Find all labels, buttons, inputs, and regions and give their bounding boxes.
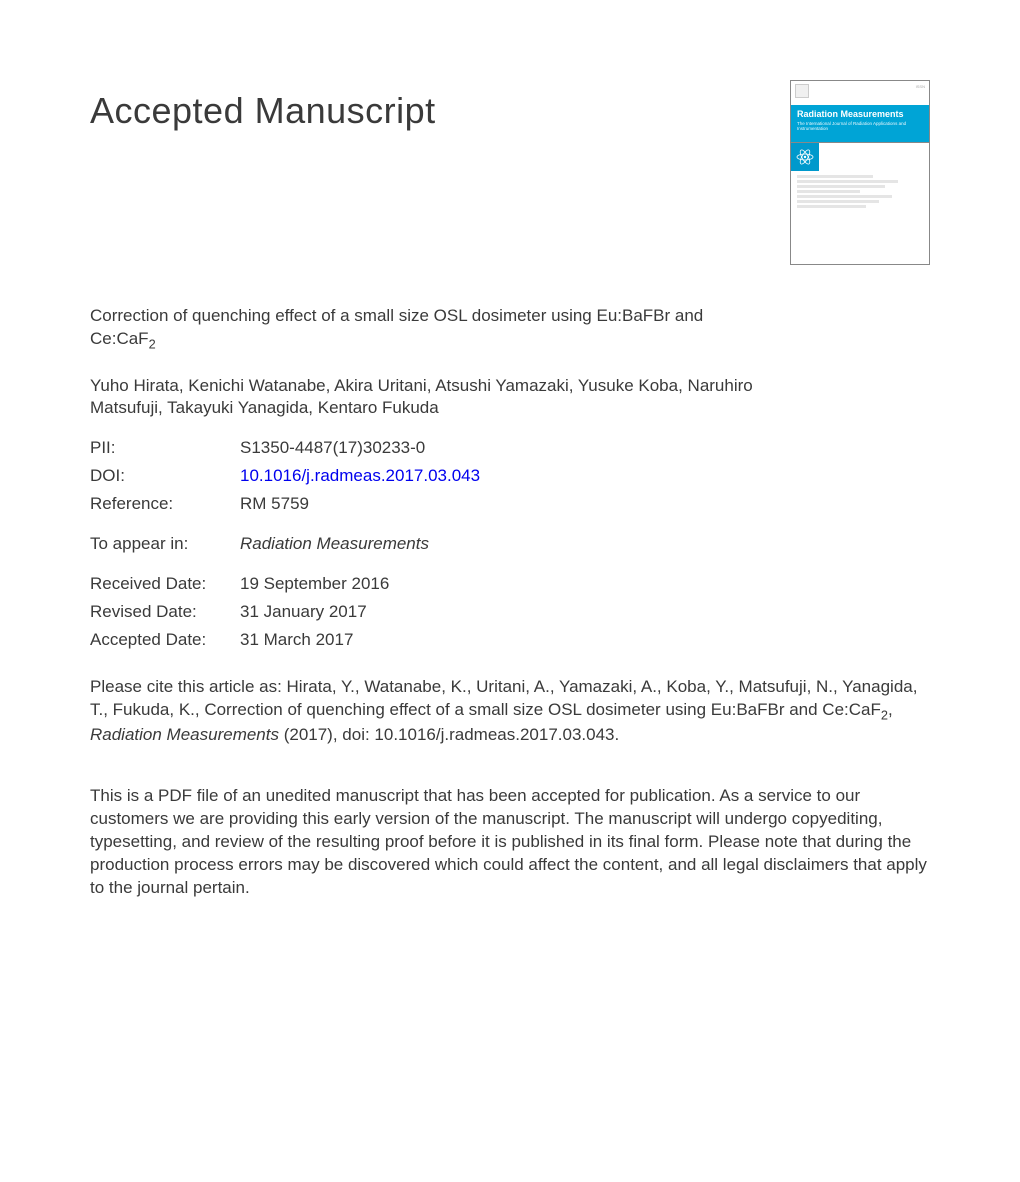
pii-label: PII: — [90, 438, 240, 458]
cover-journal-title: Radiation Measurements — [797, 109, 923, 119]
meta-row-doi: DOI: 10.1016/j.radmeas.2017.03.043 — [90, 466, 930, 486]
journal-cover-thumbnail: ISSN Radiation Measurements The Internat… — [790, 80, 930, 265]
meta-row-reference: Reference: RM 5759 — [90, 494, 930, 514]
publisher-logo-icon — [795, 84, 809, 98]
meta-row-appear: To appear in: Radiation Measurements — [90, 534, 930, 554]
appear-label: To appear in: — [90, 534, 240, 554]
page-heading: Accepted Manuscript — [90, 90, 436, 132]
citation-subscript: 2 — [881, 708, 888, 723]
cover-top-bar: ISSN — [791, 81, 929, 105]
metadata-table: PII: S1350-4487(17)30233-0 DOI: 10.1016/… — [90, 438, 930, 650]
pii-value: S1350-4487(17)30233-0 — [240, 438, 425, 458]
doi-label: DOI: — [90, 466, 240, 486]
cover-issn-placeholder: ISSN — [916, 84, 925, 89]
author-list: Yuho Hirata, Kenichi Watanabe, Akira Uri… — [90, 375, 770, 421]
accepted-label: Accepted Date: — [90, 630, 240, 650]
citation-journal: Radiation Measurements — [90, 725, 279, 744]
header-row: Accepted Manuscript ISSN Radiation Measu… — [90, 90, 930, 265]
received-label: Received Date: — [90, 574, 240, 594]
meta-row-received: Received Date: 19 September 2016 — [90, 574, 930, 594]
citation-middle: , — [888, 700, 893, 719]
disclaimer-text: This is a PDF file of an unedited manusc… — [90, 785, 930, 900]
reference-value: RM 5759 — [240, 494, 309, 514]
reference-label: Reference: — [90, 494, 240, 514]
citation-suffix: (2017), doi: 10.1016/j.radmeas.2017.03.0… — [279, 725, 619, 744]
revised-value: 31 January 2017 — [240, 602, 367, 622]
revised-label: Revised Date: — [90, 602, 240, 622]
cover-title-band: Radiation Measurements The International… — [791, 105, 929, 142]
article-title: Correction of quenching effect of a smal… — [90, 305, 730, 353]
accepted-value: 31 March 2017 — [240, 630, 353, 650]
atom-icon — [791, 143, 819, 171]
article-title-subscript: 2 — [149, 336, 156, 351]
meta-row-accepted: Accepted Date: 31 March 2017 — [90, 630, 930, 650]
meta-row-revised: Revised Date: 31 January 2017 — [90, 602, 930, 622]
meta-row-pii: PII: S1350-4487(17)30233-0 — [90, 438, 930, 458]
cover-icon-row — [791, 142, 929, 171]
cover-body-text — [791, 171, 929, 264]
cover-journal-subtitle: The International Journal of Radiation A… — [797, 121, 923, 132]
received-value: 19 September 2016 — [240, 574, 389, 594]
citation-prefix: Please cite this article as: Hirata, Y.,… — [90, 677, 917, 719]
appear-value: Radiation Measurements — [240, 534, 429, 554]
citation-text: Please cite this article as: Hirata, Y.,… — [90, 676, 930, 746]
article-title-text: Correction of quenching effect of a smal… — [90, 306, 703, 348]
doi-link[interactable]: 10.1016/j.radmeas.2017.03.043 — [240, 466, 480, 486]
